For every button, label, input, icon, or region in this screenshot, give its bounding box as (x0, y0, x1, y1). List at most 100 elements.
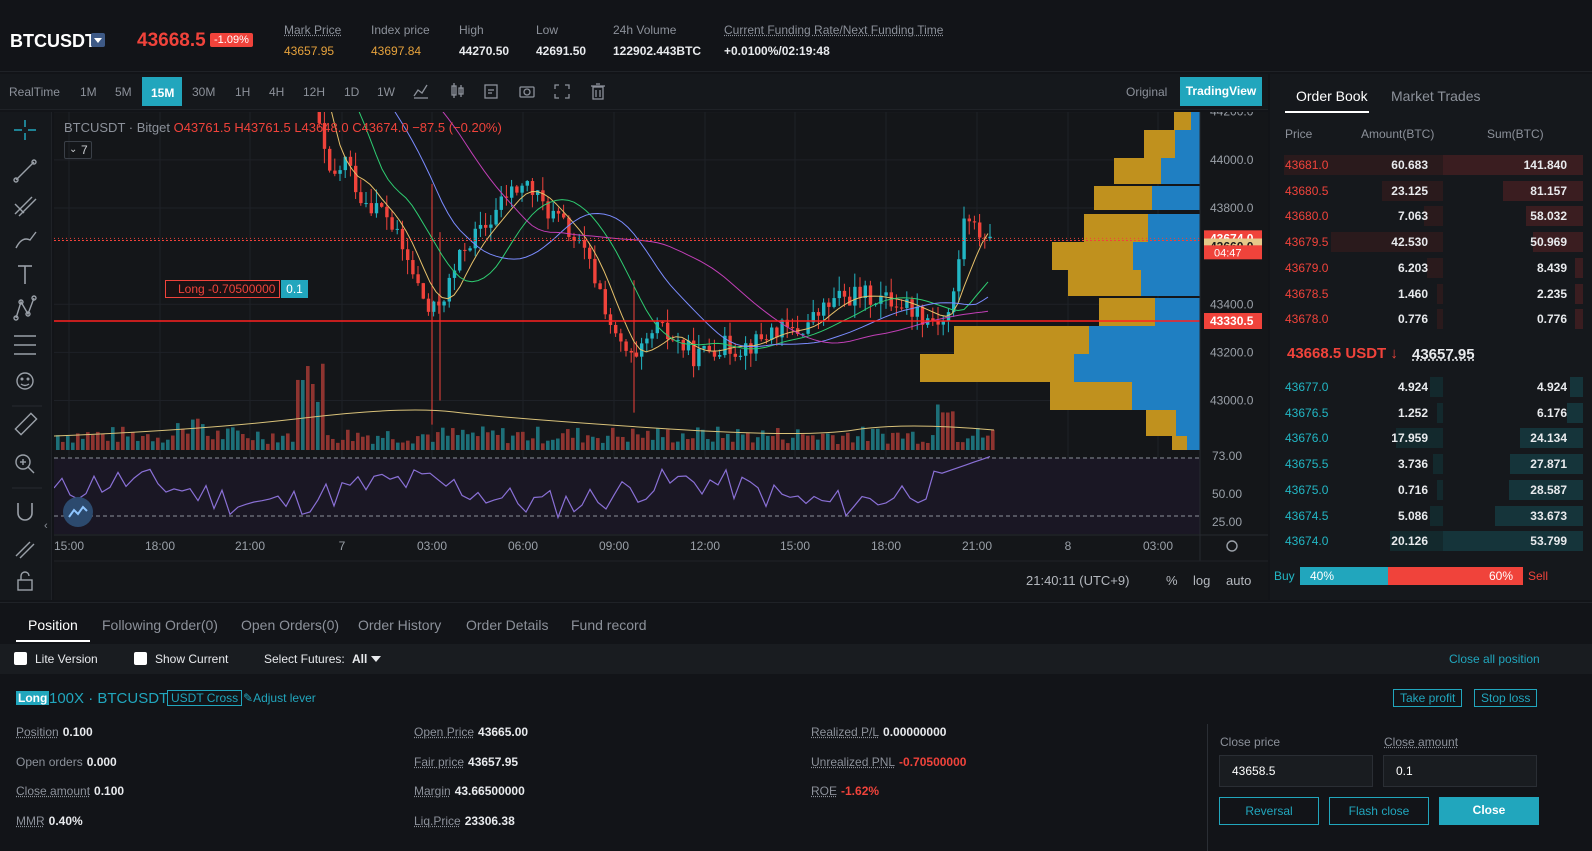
caret-down-icon[interactable] (371, 656, 381, 662)
volume-bar (221, 439, 225, 450)
ob-col-sum: Sum(BTC) (1487, 127, 1544, 141)
ask-row[interactable]: 43679.5 42.530 50.969 (1283, 231, 1583, 253)
close-amount-label[interactable]: Close amount (1384, 735, 1459, 749)
rsi-pane (54, 458, 1200, 534)
position-title: 100X · BTCUSDT (49, 690, 169, 707)
indicator-toggle[interactable]: 7 (64, 141, 92, 159)
ask-row[interactable]: 43678.0 0.776 0.776 (1283, 308, 1583, 330)
view-tradingview-button[interactable]: TradingView (1180, 77, 1262, 106)
brush-icon[interactable] (15, 231, 37, 249)
emoji-icon[interactable] (16, 372, 34, 390)
candle-body (780, 319, 784, 338)
tab-market-trades[interactable]: Market Trades (1391, 88, 1481, 104)
timeframe-1d[interactable]: 1D (344, 85, 360, 99)
volume-bar (806, 435, 810, 450)
auto-scale-toggle[interactable]: auto (1226, 573, 1252, 588)
tradingview-logo-icon[interactable] (63, 497, 93, 527)
pattern-icon[interactable] (13, 295, 37, 321)
bid-row[interactable]: 43674.0 20.126 53.799 (1283, 530, 1583, 552)
ruler-icon[interactable] (14, 412, 38, 436)
timeframe-5m[interactable]: 5M (115, 85, 132, 99)
trend-line-icon[interactable] (13, 159, 37, 183)
magnet-icon[interactable] (17, 503, 33, 521)
volume-bar (371, 443, 375, 450)
tab-order-details[interactable]: Order Details (466, 617, 549, 633)
text-tool-icon[interactable] (18, 265, 32, 284)
volume-bar (321, 363, 325, 450)
rsi-tick-label: 73.00 (1212, 449, 1242, 463)
position-line-tag[interactable]: Long -0.70500000 (165, 280, 280, 298)
timeframe-4h[interactable]: 4H (269, 85, 285, 99)
close-price-input[interactable]: 43658.5 (1219, 755, 1373, 787)
bid-row[interactable]: 43674.5 5.086 33.673 (1283, 505, 1583, 527)
volume-bar (676, 441, 680, 450)
timeframe-realtime[interactable]: RealTime (9, 85, 60, 99)
notes-icon[interactable] (484, 84, 498, 99)
drawing-toolbar (0, 112, 52, 600)
timeframe-30m[interactable]: 30M (192, 85, 216, 99)
tab-order-book[interactable]: Order Book (1296, 88, 1368, 104)
timeframe-15m[interactable]: 15M (151, 86, 175, 100)
tab-open-orders[interactable]: Open Orders(0) (241, 617, 340, 633)
lock-icon[interactable] (17, 571, 33, 591)
take-profit-button[interactable]: Take profit (1393, 689, 1463, 707)
pencil-lock-icon[interactable] (15, 541, 35, 559)
settings-gear-icon[interactable] (1226, 540, 1238, 552)
candle-type-icon[interactable] (451, 83, 464, 98)
ask-row[interactable]: 43679.0 6.203 8.439 (1283, 257, 1583, 279)
tab-order-history[interactable]: Order History (358, 617, 442, 633)
tab-following-order[interactable]: Following Order(0) (102, 617, 218, 633)
bid-row[interactable]: 43677.0 4.924 4.924 (1283, 376, 1583, 398)
collapse-toolbar-icon[interactable]: ‹ (44, 520, 48, 532)
symbol-selector[interactable]: BTCUSDT (10, 31, 96, 51)
trash-icon[interactable] (591, 83, 605, 100)
volume-bar (961, 442, 965, 450)
timeframe-1m[interactable]: 1M (80, 85, 97, 99)
close-amount-input[interactable]: 0.1 (1383, 755, 1537, 787)
ob-mark-price[interactable]: 43657.95 (1412, 346, 1475, 363)
caret-down-icon[interactable] (91, 33, 105, 47)
timeframe-12h[interactable]: 12H (303, 85, 326, 99)
tab-position[interactable]: Position (28, 617, 78, 633)
fullscreen-icon[interactable] (554, 84, 570, 99)
percent-scale-toggle[interactable]: % (1166, 573, 1178, 588)
volume-bar (731, 441, 735, 450)
stat-label-mark-price[interactable]: Mark Price (284, 23, 342, 37)
reversal-button[interactable]: Reversal (1219, 797, 1319, 825)
indicators-icon[interactable] (413, 84, 428, 99)
pitchfork-icon[interactable] (14, 196, 37, 217)
adjust-lever-link[interactable]: ✎Adjust lever (243, 691, 316, 705)
price-chart[interactable]: 44400.044200.044000.043800.043400.043200… (54, 112, 1268, 600)
volume-bar (871, 428, 875, 450)
stat-label-funding[interactable]: Current Funding Rate/Next Funding Time (724, 23, 944, 37)
volume-bar (96, 431, 100, 450)
tab-fund-record[interactable]: Fund record (571, 617, 647, 633)
volume-bar (761, 430, 765, 450)
ask-row[interactable]: 43680.0 7.063 58.032 (1283, 205, 1583, 227)
close-all-position-link[interactable]: Close all position (1449, 652, 1540, 666)
timeframe-1h[interactable]: 1H (235, 85, 251, 99)
bid-row[interactable]: 43676.0 17.959 24.134 (1283, 427, 1583, 449)
bid-row[interactable]: 43675.5 3.736 27.871 (1283, 453, 1583, 475)
zoom-in-icon[interactable] (15, 454, 35, 474)
ask-row[interactable]: 43678.5 1.460 2.235 (1283, 283, 1583, 305)
crosshair-icon[interactable] (14, 120, 36, 140)
volume-bar (141, 435, 145, 450)
bid-row[interactable]: 43675.0 0.716 28.587 (1283, 479, 1583, 501)
position-line-qty[interactable]: 0.1 (281, 280, 308, 298)
ask-row[interactable]: 43680.5 23.125 81.157 (1283, 180, 1583, 202)
camera-icon[interactable] (519, 86, 535, 98)
fib-icon[interactable] (14, 335, 36, 355)
flash-close-button[interactable]: Flash close (1329, 797, 1429, 825)
close-button[interactable]: Close (1439, 797, 1539, 825)
bid-row[interactable]: 43676.5 1.252 6.176 (1283, 402, 1583, 424)
log-scale-toggle[interactable]: log (1193, 573, 1211, 588)
show-current-checkbox[interactable] (134, 652, 147, 665)
timeframe-1w[interactable]: 1W (377, 85, 395, 99)
ask-row[interactable]: 43681.0 60.683 141.840 (1283, 154, 1583, 176)
volume-bar (436, 432, 440, 450)
stop-loss-button[interactable]: Stop loss (1474, 689, 1538, 707)
lite-version-checkbox[interactable] (14, 652, 27, 665)
view-original-button[interactable]: Original (1126, 85, 1168, 99)
select-futures-dropdown[interactable]: All (352, 652, 368, 666)
